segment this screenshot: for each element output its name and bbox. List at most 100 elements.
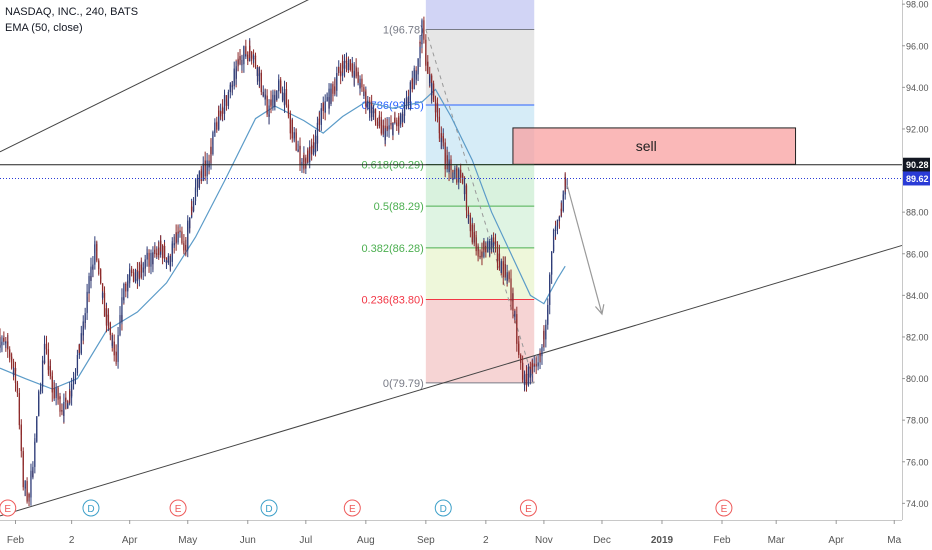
candle-body <box>434 104 437 113</box>
candle-body <box>347 62 350 71</box>
candle-body <box>520 354 522 360</box>
candle-body <box>221 107 224 114</box>
candle-body <box>100 276 102 284</box>
candle-body <box>192 201 195 207</box>
candle-body <box>309 147 311 149</box>
candle-body <box>38 391 40 405</box>
candle-body <box>171 243 173 249</box>
candle-body <box>289 115 291 134</box>
candle-body <box>57 387 59 399</box>
candle-body <box>268 105 270 117</box>
sell-zone[interactable]: sell <box>512 127 797 165</box>
time-axis[interactable]: Feb 2 Apr May Jun Jul Aug Sep 2 Nov Dec 2019 Feb Mar A… <box>0 520 932 550</box>
event-marker-d <box>82 499 100 517</box>
candle-body <box>260 73 262 93</box>
candle-body <box>92 264 94 270</box>
ema-polyline <box>0 88 566 390</box>
candle-body <box>67 403 69 409</box>
candle-body <box>283 89 286 106</box>
price-axis[interactable]: 74.00 76.00 78.00 80.00 82.00 84.00 86.00 88.00… <box>902 0 932 550</box>
candle-body <box>78 344 81 353</box>
candle-body <box>525 373 528 386</box>
candle-body <box>394 117 396 123</box>
candle-body <box>407 102 410 104</box>
candle-body <box>471 224 473 243</box>
candle-body <box>237 59 239 65</box>
event-marker-e <box>715 499 733 517</box>
candle-body <box>200 172 202 182</box>
candle-body <box>142 267 144 270</box>
fib-level-label: 0.236(83.80) <box>361 295 423 307</box>
candle-body <box>444 142 446 163</box>
symbol-title[interactable]: NASDAQ, INC., 240, BATS <box>5 6 139 18</box>
fib-band <box>425 29 535 106</box>
candle-body <box>423 20 425 37</box>
candle-body <box>523 375 526 385</box>
event-marker-label: E <box>349 504 356 515</box>
candle-body <box>432 93 435 100</box>
price-lines[interactable] <box>0 164 902 179</box>
candle-body <box>262 94 264 96</box>
candle-body <box>206 170 208 177</box>
candle-body <box>225 100 228 106</box>
candle-body <box>30 481 32 498</box>
time-tick-label: Jun <box>240 535 256 546</box>
candle-body <box>103 296 106 317</box>
candle-body <box>516 323 518 344</box>
candle-body <box>119 315 121 329</box>
candle-body <box>210 146 212 155</box>
candle-body <box>419 41 421 44</box>
candle-body <box>556 219 559 224</box>
candle-body <box>84 313 86 323</box>
candle-body <box>280 82 282 94</box>
candle-body <box>175 232 177 243</box>
candle-body <box>235 66 237 79</box>
candle-body <box>487 241 489 243</box>
projection-arrow[interactable] <box>566 184 605 316</box>
candle-body <box>45 345 48 350</box>
candle-body <box>564 177 566 186</box>
candle-body <box>398 117 400 125</box>
candle-body <box>392 123 394 135</box>
candle-body <box>427 61 429 74</box>
event-marker-d <box>434 499 452 517</box>
candle-body <box>160 240 162 246</box>
candle-body <box>291 119 293 139</box>
candle-body <box>152 252 154 265</box>
candle-body <box>332 87 334 94</box>
candle-body <box>324 101 326 113</box>
candle-body <box>245 46 247 57</box>
candle-body <box>363 87 365 96</box>
candle-body <box>336 81 338 91</box>
candle-body <box>349 59 351 70</box>
candle-body <box>3 337 5 342</box>
candle-body <box>47 349 50 368</box>
candle-body <box>520 359 522 363</box>
time-tick-label: Dec <box>593 535 611 546</box>
candle-body <box>86 291 88 303</box>
candle-body <box>560 208 562 212</box>
time-tick-label: Apr <box>122 535 138 546</box>
price-badge <box>903 171 930 186</box>
candle-body <box>531 363 533 367</box>
candle-body <box>129 270 131 278</box>
candle-body <box>338 67 340 72</box>
trend-lines[interactable] <box>0 0 903 517</box>
time-tick-label: 2 <box>69 535 75 546</box>
candle-body <box>1 341 3 345</box>
candle-body <box>16 384 19 394</box>
price-tick-label: 74.00 <box>906 499 929 509</box>
candle-body <box>492 242 495 246</box>
fibonacci-retracement-fills[interactable] <box>425 0 535 383</box>
candle-body <box>148 257 150 267</box>
candle-body <box>386 126 388 130</box>
candle-body <box>250 57 253 59</box>
chart-legend: NASDAQ, INC., 240, BATS EMA (50, close) <box>5 4 138 36</box>
candle-body <box>421 20 423 44</box>
candle-body <box>245 54 247 57</box>
candle-body <box>206 160 208 171</box>
event-marker-label: E <box>175 504 182 515</box>
indicator-label[interactable]: EMA (50, close) <box>5 22 83 34</box>
